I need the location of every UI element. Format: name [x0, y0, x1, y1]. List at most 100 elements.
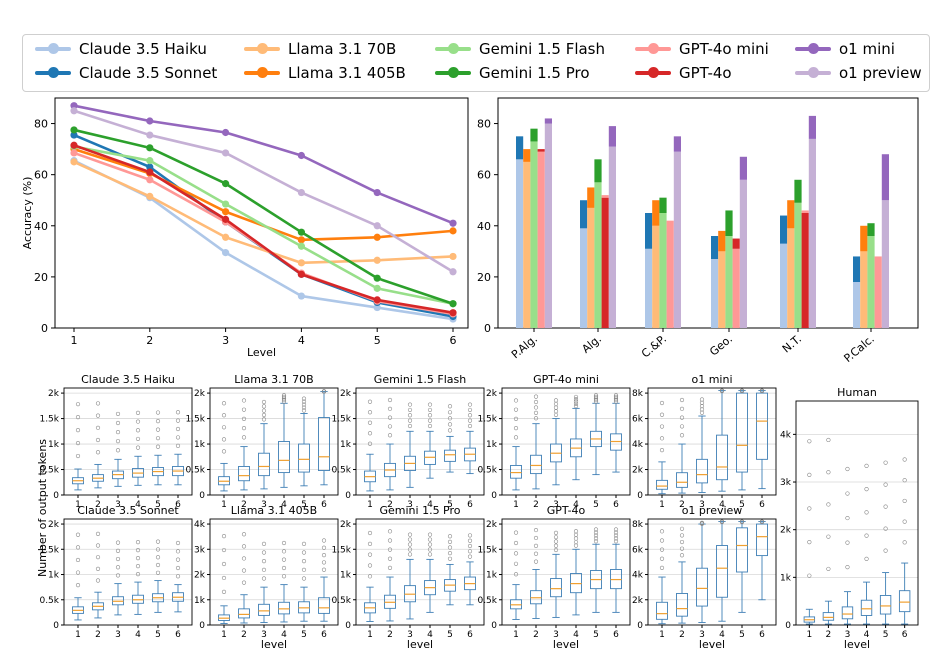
outlier-point — [659, 547, 665, 552]
data-point — [373, 256, 381, 264]
x-tick-label: 4 — [719, 630, 725, 640]
bar-segment — [787, 228, 795, 328]
outlier-point — [467, 413, 473, 418]
x-tick-label: 2 — [387, 630, 393, 640]
outlier-point — [864, 510, 869, 515]
y-tick-label: 1.5k — [39, 545, 59, 555]
box — [879, 595, 892, 615]
outlier-point — [864, 533, 869, 538]
y-tick-label: 80 — [477, 118, 491, 131]
outlier-point — [553, 535, 559, 540]
data-point — [146, 131, 154, 139]
y-tick-label: 3k — [194, 545, 206, 555]
panel-title: Gemini 1.5 Pro — [379, 504, 460, 517]
legend-item: GPT-4o — [635, 62, 732, 84]
legend-swatch — [35, 43, 71, 54]
outlier-point — [467, 554, 473, 559]
outlier-point — [427, 402, 433, 407]
outlier-point — [679, 406, 685, 411]
x-tick-label: 4 — [573, 500, 579, 510]
outlier-point — [902, 478, 907, 483]
panel-frame — [209, 387, 339, 496]
bar-segment — [537, 151, 545, 328]
box — [716, 434, 728, 481]
series-line — [73, 160, 454, 265]
outlier-point — [533, 410, 539, 415]
series-line — [73, 104, 454, 225]
legend-swatch — [635, 43, 671, 54]
outlier-point — [387, 397, 393, 403]
outlier-point — [679, 424, 685, 429]
legend-swatch — [35, 67, 71, 78]
outlier-point — [659, 436, 665, 441]
outlier-point — [826, 437, 831, 443]
outlier-point — [155, 547, 161, 552]
x-tick-label: 2 — [679, 630, 685, 640]
box — [258, 603, 270, 616]
outlier-point — [679, 546, 685, 551]
legend-item: Gemini 1.5 Flash — [435, 38, 605, 60]
outlier-point — [175, 418, 181, 423]
outlier-point — [301, 405, 307, 410]
outlier-point — [155, 427, 161, 432]
data-point — [70, 141, 78, 149]
outlier-point — [407, 423, 413, 429]
outlier-point — [699, 520, 705, 525]
outlier-point — [447, 556, 453, 561]
outlier-point — [261, 408, 267, 413]
bar-segment — [652, 200, 660, 226]
legend-item: Claude 3.5 Sonnet — [35, 62, 217, 84]
outlier-point — [221, 437, 227, 442]
x-tick-label: 3 — [553, 630, 559, 640]
outlier-point — [659, 538, 665, 543]
x-axis-label: level — [699, 638, 725, 651]
outlier-point — [573, 397, 579, 402]
y-tick-label: 1.5k — [39, 415, 59, 425]
y-tick-label: 1k — [340, 571, 352, 581]
bar-segment — [711, 259, 719, 328]
y-tick-label: 0 — [637, 491, 643, 501]
outlier-point — [513, 426, 519, 431]
outlier-point — [321, 389, 327, 394]
outlier-point — [467, 407, 473, 413]
panel-frame — [501, 518, 631, 626]
data-point — [222, 215, 230, 223]
legend-label: GPT-4o mini — [679, 40, 769, 58]
x-tick-label: 6 — [759, 500, 765, 510]
bar-segment — [580, 200, 588, 229]
y-tick-label: 40 — [477, 220, 491, 233]
outlier-point — [75, 415, 81, 420]
box — [822, 612, 835, 621]
outlier-point — [115, 565, 121, 570]
box — [756, 392, 768, 460]
outlier-point — [679, 415, 685, 420]
outlier-point — [241, 407, 247, 412]
panel-title: GPT-4o mini — [533, 373, 599, 386]
panel-title: Human — [837, 386, 877, 399]
outlier-point — [241, 426, 247, 431]
outlier-point — [613, 527, 619, 532]
legend-marker — [448, 43, 459, 54]
outlier-point — [75, 440, 81, 446]
data-point — [70, 126, 78, 134]
x-tick-label: 1 — [71, 334, 78, 347]
y-tick-label: 1k — [486, 440, 498, 450]
x-tick-label: 6 — [902, 630, 908, 640]
outlier-point — [387, 556, 393, 561]
panel-title: Claude 3.5 Haiku — [81, 373, 175, 386]
data-point — [449, 219, 457, 227]
outlier-point — [75, 545, 81, 550]
outlier-point — [902, 519, 907, 524]
legend-label: Claude 3.5 Haiku — [79, 40, 207, 58]
x-tick-label: 1 — [75, 630, 81, 640]
outlier-point — [533, 551, 539, 556]
data-point — [222, 249, 230, 257]
y-tick-label: 0.5k — [331, 466, 351, 476]
data-point — [373, 222, 381, 230]
outlier-point — [407, 542, 413, 547]
outlier-point — [864, 487, 869, 492]
outlier-point — [367, 552, 373, 557]
outlier-point — [826, 534, 831, 539]
outlier-point — [593, 530, 599, 535]
